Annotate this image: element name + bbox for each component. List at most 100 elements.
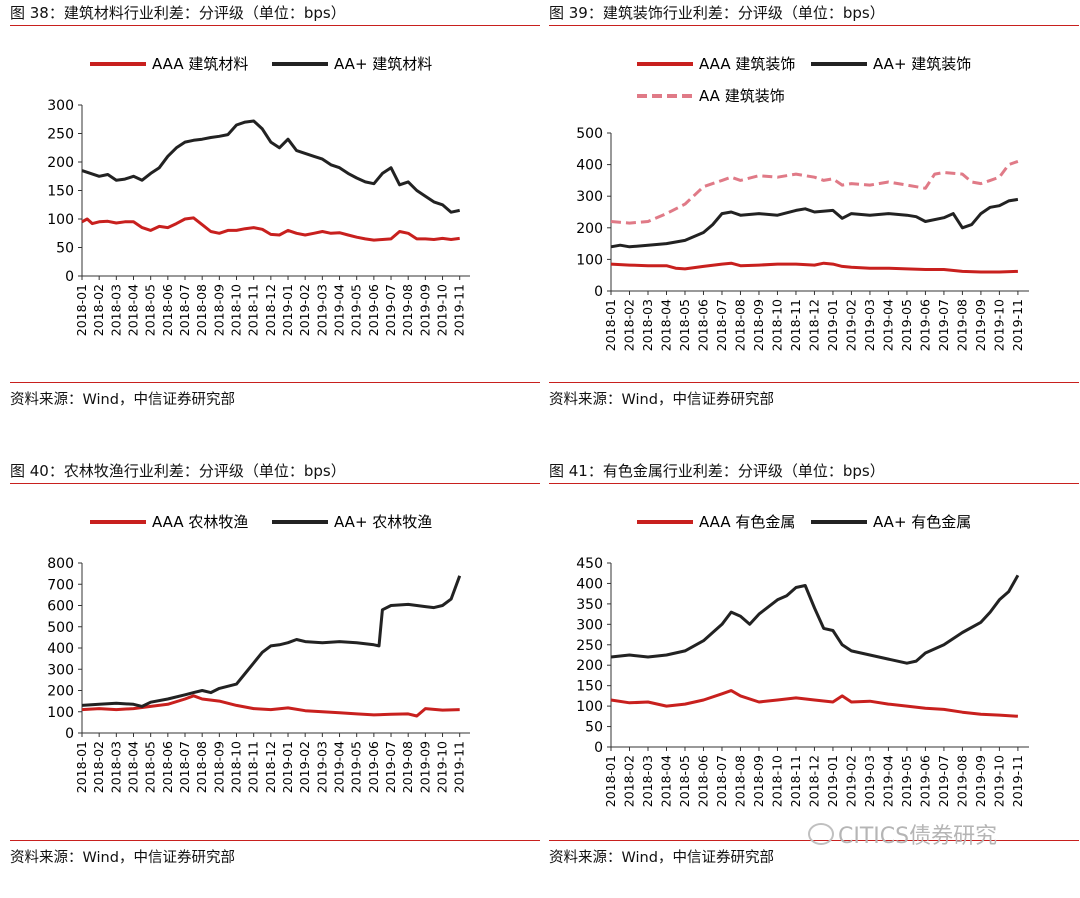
- title-divider: [549, 25, 1079, 26]
- x-tick-label: 2018-08: [732, 299, 747, 351]
- source-note: 资料来源：Wind，中信证券研究部: [549, 850, 774, 866]
- x-tick-label: 2019-01: [280, 284, 295, 336]
- x-tick-label: 2018-10: [229, 284, 244, 336]
- x-tick-label: 2018-12: [806, 299, 821, 351]
- x-tick-label: 2018-08: [732, 755, 747, 807]
- x-tick-label: 2019-08: [954, 299, 969, 351]
- y-tick-label: 0: [65, 726, 74, 742]
- legend-label: AA 建筑装饰: [699, 87, 785, 105]
- x-tick-label: 2019-09: [973, 299, 988, 351]
- x-tick-label: 2019-05: [899, 299, 914, 351]
- x-tick-label: 2018-09: [211, 741, 226, 793]
- y-tick-label: 400: [576, 158, 603, 174]
- x-tick-label: 2019-09: [417, 741, 432, 793]
- x-tick-label: 2018-11: [246, 284, 261, 336]
- series-line: [81, 575, 462, 708]
- chart-title: 图 41：有色金属行业利差：分评级（单位：bps）: [549, 462, 885, 480]
- x-tick-label: 2018-12: [263, 284, 278, 336]
- x-tick-label: 2019-04: [332, 741, 347, 793]
- x-tick-label: 2018-10: [769, 299, 784, 351]
- x-tick-label: 2019-03: [862, 299, 877, 351]
- x-tick-label: 2018-05: [677, 755, 692, 807]
- y-tick-label: 350: [576, 597, 603, 613]
- series-line: [610, 689, 1018, 718]
- y-tick-label: 250: [576, 638, 603, 654]
- x-tick-label: 2019-08: [954, 755, 969, 807]
- x-tick-label: 2018-11: [788, 755, 803, 807]
- legend-label: AAA 农林牧渔: [152, 513, 248, 531]
- y-tick-label: 300: [576, 617, 603, 633]
- x-tick-label: 2019-02: [297, 284, 312, 336]
- source-note: 资料来源：Wind，中信证券研究部: [549, 392, 774, 408]
- y-tick-label: 50: [585, 720, 603, 736]
- y-tick-label: 200: [576, 658, 603, 674]
- chart-title: 图 38：建筑材料行业利差：分评级（单位：bps）: [10, 4, 346, 22]
- series-line: [610, 574, 1020, 665]
- y-tick-label: 300: [47, 98, 74, 114]
- series-line: [610, 197, 1019, 249]
- chart-panel: 图 38：建筑材料行业利差：分评级（单位：bps） 0 50 100 150 200 25…: [10, 0, 540, 440]
- x-tick-label: 2018-01: [74, 741, 89, 793]
- x-tick-label: 2019-06: [917, 755, 932, 807]
- watermark-text: CITICS债券研究: [838, 824, 998, 849]
- x-tick-label: 2019-06: [917, 299, 932, 351]
- x-tick-label: 2019-04: [880, 299, 895, 351]
- title-divider: [549, 483, 1079, 484]
- y-tick-label: 200: [47, 155, 74, 171]
- x-tick-label: 2019-07: [383, 284, 398, 336]
- y-tick-label: 150: [47, 184, 74, 200]
- x-tick-label: 2018-01: [603, 299, 618, 351]
- x-tick-label: 2018-03: [108, 741, 123, 793]
- x-tick-label: 2018-07: [177, 284, 192, 336]
- y-tick-label: 250: [47, 127, 74, 143]
- source-divider: [549, 382, 1079, 383]
- chart-panel: 图 41：有色金属行业利差：分评级（单位：bps） 0 50 100 150 200 25…: [549, 458, 1079, 898]
- x-tick-label: 2019-01: [280, 741, 295, 793]
- x-tick-label: 2018-04: [126, 741, 141, 793]
- watermark: CITICS债券研究: [808, 818, 997, 850]
- y-tick-label: 400: [47, 641, 74, 657]
- x-tick-label: 2018-12: [263, 741, 278, 793]
- x-tick-label: 2019-03: [862, 755, 877, 807]
- x-tick-label: 2019-04: [332, 284, 347, 336]
- x-tick-label: 2018-12: [806, 755, 821, 807]
- y-tick-label: 0: [594, 740, 603, 756]
- y-tick-label: 500: [576, 126, 603, 142]
- y-tick-label: 450: [576, 556, 603, 572]
- x-tick-label: 2018-08: [194, 284, 209, 336]
- x-tick-label: 2018-02: [91, 284, 106, 336]
- x-tick-label: 2019-05: [349, 284, 364, 336]
- series-line: [610, 261, 1018, 274]
- y-tick-label: 300: [576, 189, 603, 205]
- y-tick-label: 500: [47, 620, 74, 636]
- x-tick-label: 2019-07: [936, 755, 951, 807]
- x-tick-label: 2019-02: [297, 741, 312, 793]
- x-tick-label: 2019-10: [435, 741, 450, 793]
- y-tick-label: 100: [576, 699, 603, 715]
- x-tick-label: 2019-02: [843, 755, 858, 807]
- x-tick-label: 2018-07: [177, 741, 192, 793]
- x-tick-label: 2018-07: [714, 755, 729, 807]
- x-tick-label: 2019-03: [314, 284, 329, 336]
- y-tick-label: 600: [47, 599, 74, 615]
- chart-panel: 图 39：建筑装饰行业利差：分评级（单位：bps） 0 100 200 300 400 5…: [549, 0, 1079, 440]
- y-tick-label: 100: [576, 252, 603, 268]
- x-tick-label: 2018-08: [194, 741, 209, 793]
- x-tick-label: 2018-06: [160, 284, 175, 336]
- x-tick-label: 2019-11: [1010, 755, 1025, 807]
- series-line: [610, 159, 1019, 225]
- y-tick-label: 0: [65, 269, 74, 285]
- source-note: 资料来源：Wind，中信证券研究部: [10, 392, 235, 408]
- x-tick-label: 2019-10: [991, 299, 1006, 351]
- x-tick-label: 2018-11: [788, 299, 803, 351]
- y-tick-label: 400: [576, 576, 603, 592]
- x-tick-label: 2019-09: [417, 284, 432, 336]
- x-tick-label: 2019-11: [1010, 299, 1025, 351]
- y-tick-label: 700: [47, 577, 74, 593]
- series-line: [81, 694, 460, 718]
- x-tick-label: 2019-11: [452, 741, 467, 793]
- legend-label: AA+ 有色金属: [873, 513, 971, 531]
- x-tick-label: 2019-03: [314, 741, 329, 793]
- x-tick-label: 2019-10: [991, 755, 1006, 807]
